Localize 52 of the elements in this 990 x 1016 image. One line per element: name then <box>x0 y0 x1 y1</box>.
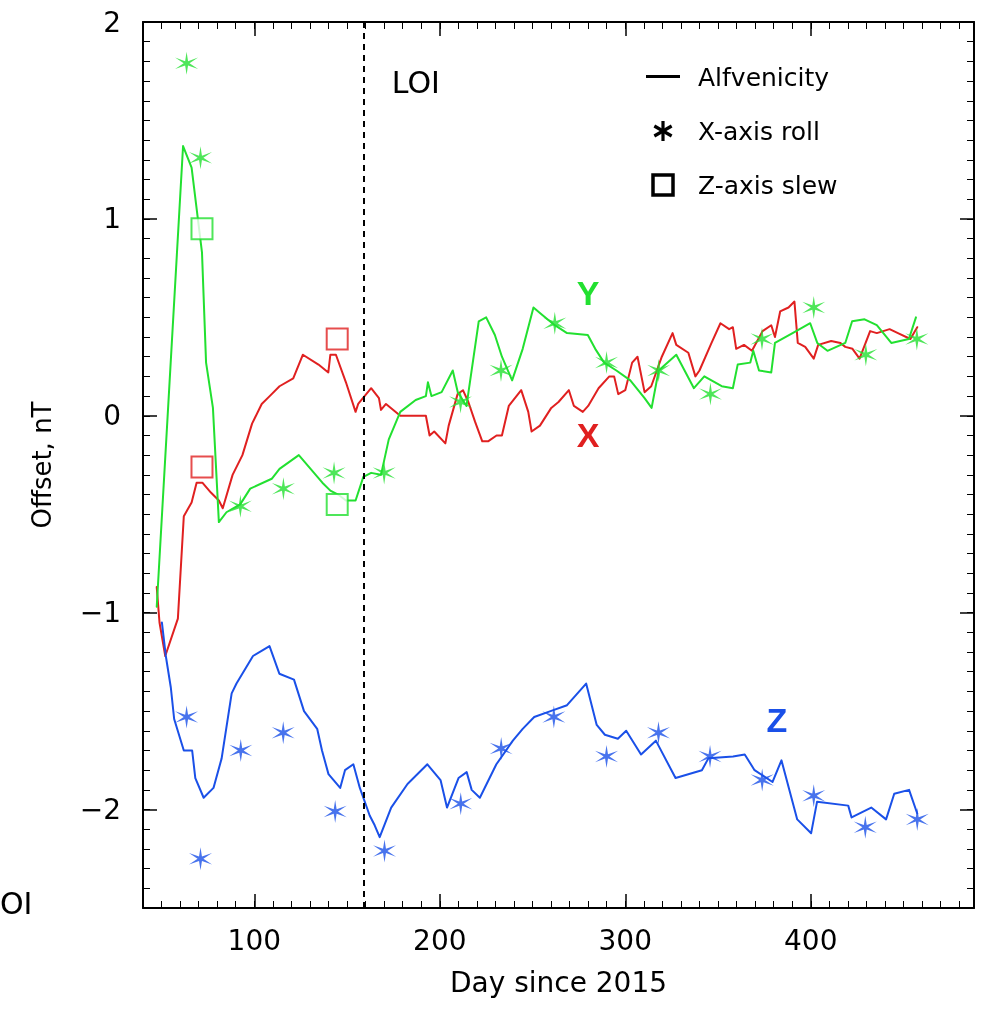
point <box>325 492 349 516</box>
point <box>905 327 929 351</box>
x-tick-label: 300 <box>598 923 652 957</box>
y-tick-label: 2 <box>103 5 121 39</box>
point <box>373 839 397 863</box>
point <box>175 705 199 729</box>
point <box>646 721 670 745</box>
ref-line-label: LOI <box>391 64 440 100</box>
point <box>189 847 212 871</box>
text: OI <box>0 886 33 921</box>
point <box>802 784 826 808</box>
point <box>802 295 826 319</box>
point <box>189 146 212 170</box>
point <box>543 311 567 335</box>
point <box>853 815 877 839</box>
point <box>750 768 774 792</box>
annotation: Z-axis slew <box>698 170 838 200</box>
series-label: X <box>576 416 600 454</box>
point <box>854 343 878 367</box>
y-tick-label: −2 <box>79 793 121 827</box>
x-tick-label: 100 <box>227 923 282 957</box>
point <box>449 390 473 414</box>
point <box>489 737 513 761</box>
point <box>647 358 671 382</box>
y-tick-label: 1 <box>103 202 121 236</box>
annotation: Alfvenicity <box>698 62 830 92</box>
point <box>372 461 396 485</box>
point <box>190 455 214 479</box>
point <box>595 744 619 768</box>
point <box>175 51 199 75</box>
point <box>542 705 566 729</box>
series-label: Z <box>766 701 788 739</box>
point <box>323 800 347 824</box>
y-tick-label: −1 <box>79 596 121 630</box>
y-axis-title: Offset, nT <box>27 401 57 529</box>
point <box>905 807 929 831</box>
point <box>698 382 722 406</box>
point <box>449 792 473 816</box>
point <box>229 738 253 762</box>
point <box>271 477 295 501</box>
point <box>750 327 774 351</box>
point <box>595 351 619 375</box>
x-tick-label: 200 <box>413 923 467 957</box>
y-tick-label: 0 <box>103 399 121 433</box>
point <box>228 494 252 518</box>
point <box>271 721 295 745</box>
point <box>325 327 349 351</box>
annotation: X-axis roll <box>698 116 820 146</box>
point <box>190 217 214 241</box>
x-axis-title: Day since 2015 <box>449 965 668 999</box>
x-tick-label: 400 <box>784 923 838 957</box>
series-label: Y <box>576 274 600 312</box>
